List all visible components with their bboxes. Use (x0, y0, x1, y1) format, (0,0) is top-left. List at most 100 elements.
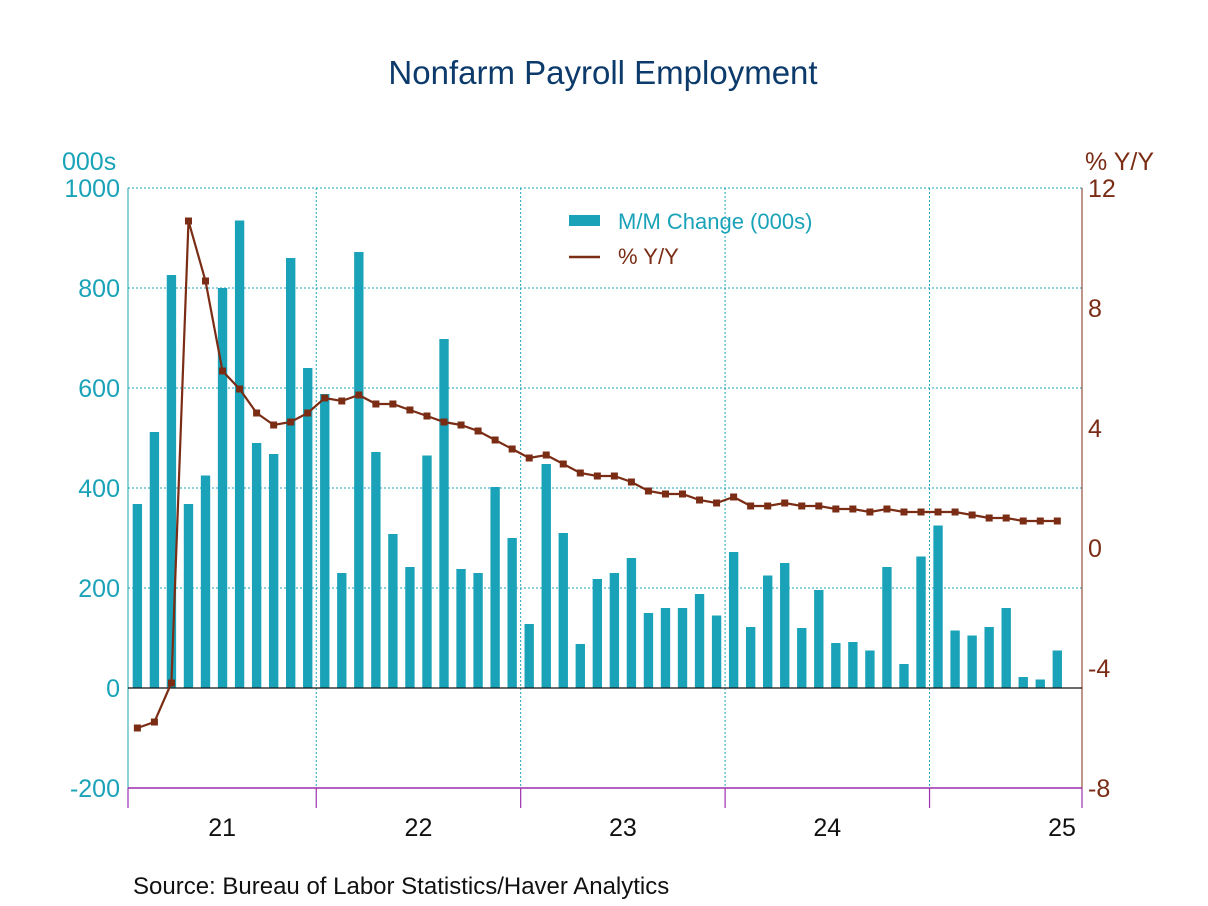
bar (405, 567, 415, 688)
tick-labels: -200 0 200 400 600 800 1000 -8 -4 0 4 8 12 21 22 23 24 25 (64, 175, 1115, 842)
bar (473, 573, 483, 688)
left-tick-label: 800 (78, 275, 120, 303)
bar (984, 627, 994, 688)
bar (575, 644, 585, 688)
left-tick-label: 600 (78, 375, 120, 403)
chart-title: Nonfarm Payroll Employment (388, 54, 817, 91)
right-tick-label: 4 (1088, 415, 1102, 443)
bar (694, 594, 705, 688)
yy-marker (730, 493, 738, 501)
bar (490, 487, 500, 688)
bar (848, 642, 858, 688)
yy-marker (150, 718, 158, 726)
bar (558, 533, 568, 688)
x-tick-label: 22 (405, 814, 433, 842)
yy-marker (236, 385, 244, 393)
yy-marker (355, 391, 363, 399)
right-tick-label: 8 (1088, 295, 1102, 323)
bar (234, 220, 245, 688)
bar (865, 650, 875, 688)
bar (166, 275, 177, 688)
bar (899, 664, 909, 688)
yy-marker (423, 412, 431, 420)
yy-marker (610, 472, 618, 480)
yy-marker (593, 472, 601, 480)
yy-marker (968, 511, 976, 519)
bar (763, 575, 773, 688)
yy-marker (321, 394, 329, 402)
bar (183, 504, 194, 688)
yy-marker (559, 460, 567, 468)
yy-marker (491, 436, 499, 444)
x-tick-label: 23 (609, 814, 637, 842)
x-tick-label: 24 (813, 814, 841, 842)
yy-marker (815, 502, 823, 510)
yy-marker (951, 508, 959, 516)
yy-marker (133, 724, 141, 732)
bar (286, 258, 296, 688)
yy-marker (849, 505, 857, 513)
bar (354, 252, 364, 688)
bar (933, 525, 943, 688)
yy-marker (440, 418, 448, 426)
right-tick-label: -8 (1088, 775, 1110, 803)
bar (371, 452, 381, 688)
yy-marker (985, 514, 993, 522)
bar (950, 630, 960, 688)
yy-marker (696, 496, 704, 504)
left-tick-label: -200 (70, 775, 120, 803)
bar (303, 368, 313, 688)
x-tick-label: 21 (208, 814, 236, 842)
bar (745, 627, 756, 688)
line-series (133, 217, 1061, 732)
yy-marker (389, 400, 397, 408)
bar (217, 288, 228, 688)
bar (677, 608, 688, 688)
right-tick-label: -4 (1088, 655, 1110, 683)
right-tick-label: 12 (1088, 175, 1116, 203)
yy-marker (679, 490, 687, 498)
bar (831, 643, 841, 688)
yy-marker (644, 487, 652, 495)
left-tick-label: 1000 (64, 175, 120, 203)
bar (967, 635, 977, 688)
bar (609, 573, 620, 688)
legend-swatch-bars (569, 215, 600, 226)
left-tick-label: 0 (106, 675, 120, 703)
yy-marker (219, 367, 227, 375)
bar (1052, 650, 1062, 688)
yy-marker (1036, 517, 1044, 525)
bar (524, 624, 534, 688)
x-tick-label: 25 (1048, 814, 1076, 842)
bar (882, 567, 892, 688)
source-note: Source: Bureau of Labor Statistics/Haver… (133, 873, 669, 900)
bar (626, 558, 637, 688)
bar (388, 534, 398, 688)
yy-marker (184, 217, 192, 225)
bar (1018, 677, 1028, 688)
yy-marker (883, 505, 891, 513)
bar (660, 608, 671, 688)
bar (1035, 679, 1045, 688)
yy-marker (1053, 517, 1061, 525)
bar (268, 454, 279, 688)
legend: M/M Change (000s) % Y/Y (569, 209, 812, 269)
yy-marker (661, 490, 669, 498)
yy-marker (1002, 514, 1010, 522)
yy-marker (798, 502, 806, 510)
bar (507, 538, 517, 688)
yy-marker (287, 418, 295, 426)
bar (439, 339, 449, 688)
bar (320, 394, 330, 688)
yy-marker (372, 400, 380, 408)
yy-marker (474, 427, 482, 435)
legend-label-bars: M/M Change (000s) (618, 209, 812, 234)
yy-marker (764, 502, 772, 510)
bar-series (132, 220, 1062, 688)
yy-marker (900, 508, 908, 516)
bar (780, 563, 790, 688)
yy-marker (832, 505, 840, 513)
bar (200, 475, 211, 688)
bar (1001, 608, 1011, 688)
yy-marker (713, 499, 721, 507)
